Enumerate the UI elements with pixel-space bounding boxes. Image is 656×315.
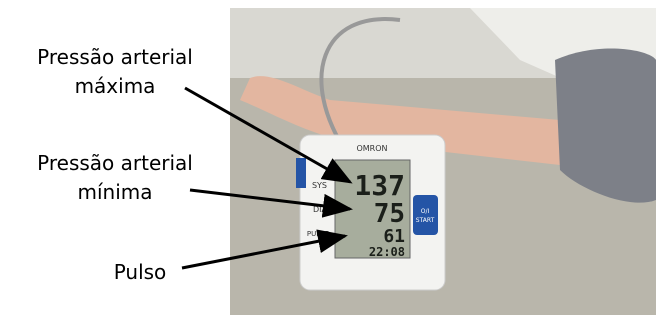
annotation: máxima [75,74,156,98]
pulse: 61 [383,226,405,247]
systolic: 137 [354,169,405,202]
time: 22:08 [369,245,405,259]
diastolic: 75 [374,199,405,229]
button-label: O/I [421,208,430,215]
side-label: SYS [312,181,327,190]
button-label: START [416,217,435,224]
annotated-photo: OMRON SYS DIA PULSE O/I START 137 75 61 … [0,0,656,315]
annotation: Pressão arterial [37,45,193,69]
annotation: mínima [77,180,152,204]
brand: OMRON [356,144,387,153]
side-tab [296,158,306,188]
side-label: PULSE [307,230,329,238]
photo: OMRON SYS DIA PULSE O/I START 137 75 61 … [230,8,656,315]
start-button [413,195,438,235]
annotation: Pressão arterial [37,151,193,175]
annotation: Pulso [114,260,167,284]
